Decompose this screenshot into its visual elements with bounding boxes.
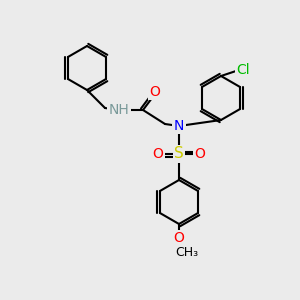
Text: O: O <box>195 147 206 161</box>
Text: Cl: Cl <box>236 63 250 77</box>
Text: NH: NH <box>109 103 129 117</box>
Text: O: O <box>174 231 184 245</box>
Text: O: O <box>153 147 164 161</box>
Text: S: S <box>174 146 184 161</box>
Text: O: O <box>150 85 160 99</box>
Text: CH₃: CH₃ <box>176 245 199 259</box>
Text: N: N <box>174 119 184 133</box>
